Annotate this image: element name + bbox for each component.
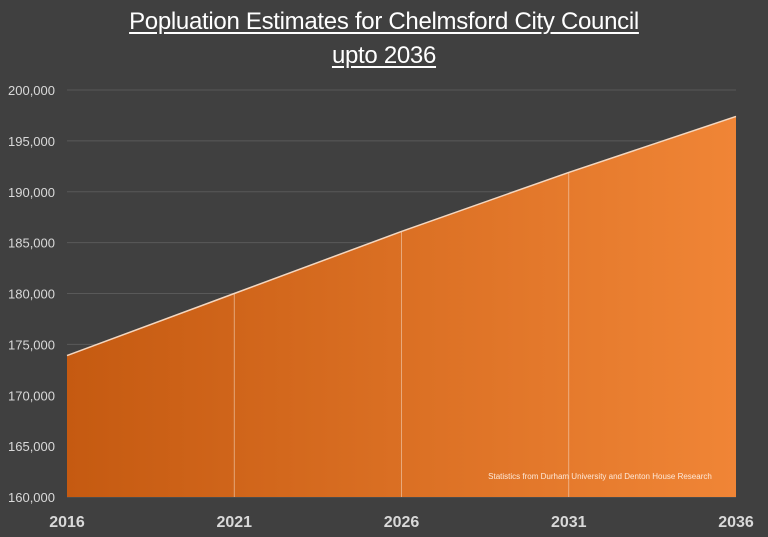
x-tick-label: 2021 bbox=[216, 514, 252, 531]
source-annotation: Statistics from Durham University and De… bbox=[488, 472, 712, 481]
y-tick-label: 200,000 bbox=[8, 83, 55, 98]
x-tick-label: 2031 bbox=[551, 514, 587, 531]
y-tick-label: 165,000 bbox=[8, 439, 55, 454]
chart-title-line-2: upto 2036 bbox=[331, 42, 437, 69]
y-tick-label: 175,000 bbox=[8, 337, 55, 352]
y-tick-label: 180,000 bbox=[8, 287, 55, 302]
x-tick-label: 2026 bbox=[384, 514, 420, 531]
y-tick-label: 170,000 bbox=[8, 388, 55, 403]
y-tick-label: 195,000 bbox=[8, 134, 55, 149]
y-tick-label: 185,000 bbox=[8, 236, 55, 251]
x-tick-label: 2036 bbox=[718, 514, 754, 531]
x-tick-label: 2016 bbox=[49, 514, 85, 531]
y-tick-label: 160,000 bbox=[8, 490, 55, 505]
chart-title-line-1: Popluation Estimates for Chelmsford City… bbox=[129, 8, 639, 35]
y-tick-label: 190,000 bbox=[8, 185, 55, 200]
